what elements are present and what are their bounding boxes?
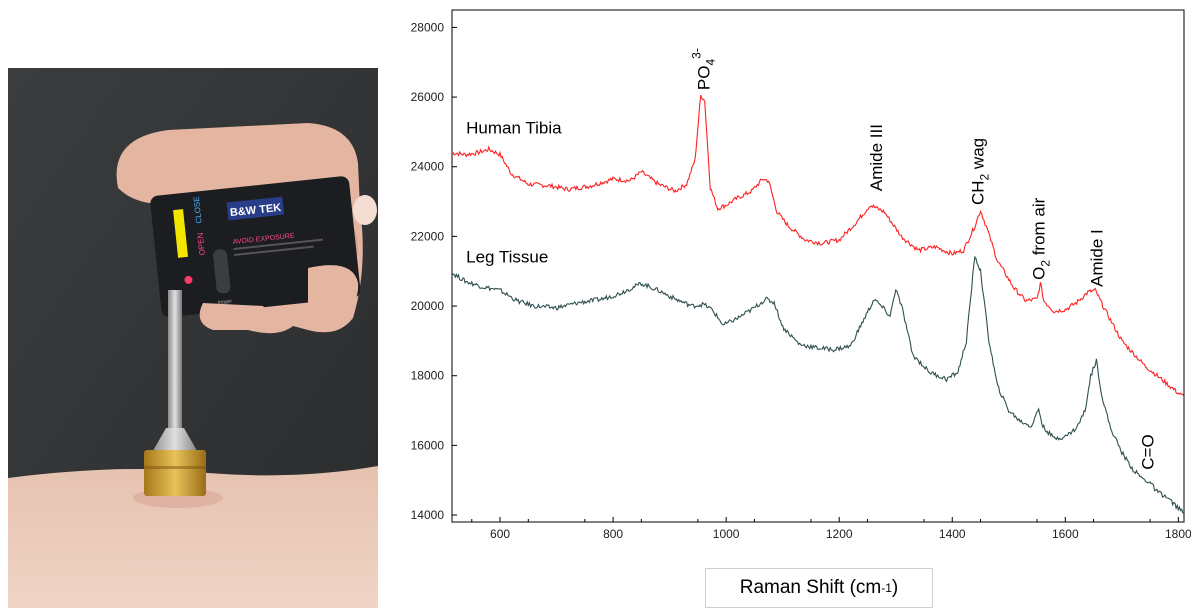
annotation-ch2: CH2 wag (969, 138, 992, 205)
series-line-0 (451, 94, 1185, 397)
x-axis-label-end: ) (891, 577, 899, 598)
raman-spectrum-chart: 600 800 1000 1200 1400 1600 1800 14000 16000 1800… (392, 0, 1191, 608)
leg-skin (8, 466, 378, 608)
y-tick-label: 28000 (411, 20, 445, 34)
device-brand-text: B&W TEK (229, 202, 281, 219)
x-tick-label: 1200 (826, 527, 853, 541)
device-logo (226, 196, 285, 221)
device-label-close: CLOSE (192, 196, 204, 224)
trigger-button (213, 249, 231, 294)
y-tick-label: 26000 (411, 90, 445, 104)
y-tick-label: 22000 (411, 229, 445, 243)
annotation-tibia: Human Tibia (466, 119, 562, 138)
annotation-amide3: Amide III (867, 124, 886, 191)
x-tick-label: 1600 (1052, 527, 1079, 541)
annotation-layer: PO43- Amide III CH2 wag O2 from air Amide I C… (466, 48, 1157, 470)
annotation-o2: O2 from air (1030, 197, 1053, 280)
device-label-trigger: trigger (218, 298, 233, 305)
series-layer (451, 94, 1185, 514)
yellow-button-icon (173, 209, 189, 258)
device-label-open: OPEN (196, 232, 207, 256)
x-axis-label-sup: -1 (881, 581, 892, 595)
y-tick-label: 20000 (411, 299, 445, 313)
annotation-co: C=O (1138, 434, 1157, 469)
annotation-po4: PO43- (690, 48, 718, 90)
probe-brass-tip (144, 450, 206, 496)
x-tick-label: 1400 (939, 527, 966, 541)
y-tick-label: 24000 (411, 160, 445, 174)
chart-canvas: 600 800 1000 1200 1400 1600 1800 14000 16000 1800… (411, 9, 1191, 541)
x-tick-label: 800 (603, 527, 623, 541)
series-line-1 (451, 255, 1185, 514)
probe-photo: OPEN CLOSE trigger B&W TEK AVOID EXPOSUR… (8, 68, 378, 608)
x-tick-label: 1800 (1165, 527, 1191, 541)
annotation-amide1: Amide I (1087, 229, 1106, 287)
plot-frame (451, 9, 1185, 523)
probe-rod (168, 290, 182, 450)
axis-ticks: 600 800 1000 1200 1400 1600 1800 14000 16000 1800… (411, 20, 1191, 541)
x-axis-label-text: Raman Shift (cm (739, 577, 882, 598)
raman-probe-device: OPEN CLOSE trigger B&W TEK AVOID EXPOSUR… (150, 176, 361, 318)
y-tick-label: 14000 (411, 508, 445, 522)
probe-cone (150, 428, 200, 456)
x-axis-label: Raman Shift (cm -1) (705, 568, 933, 608)
x-tick-label: 1000 (713, 527, 740, 541)
y-tick-label: 16000 (411, 438, 445, 452)
x-tick-label: 600 (490, 527, 510, 541)
annotation-leg: Leg Tissue (466, 248, 548, 267)
probe-photo-illustration: OPEN CLOSE trigger B&W TEK AVOID EXPOSUR… (8, 68, 378, 608)
y-tick-label: 18000 (411, 369, 445, 383)
